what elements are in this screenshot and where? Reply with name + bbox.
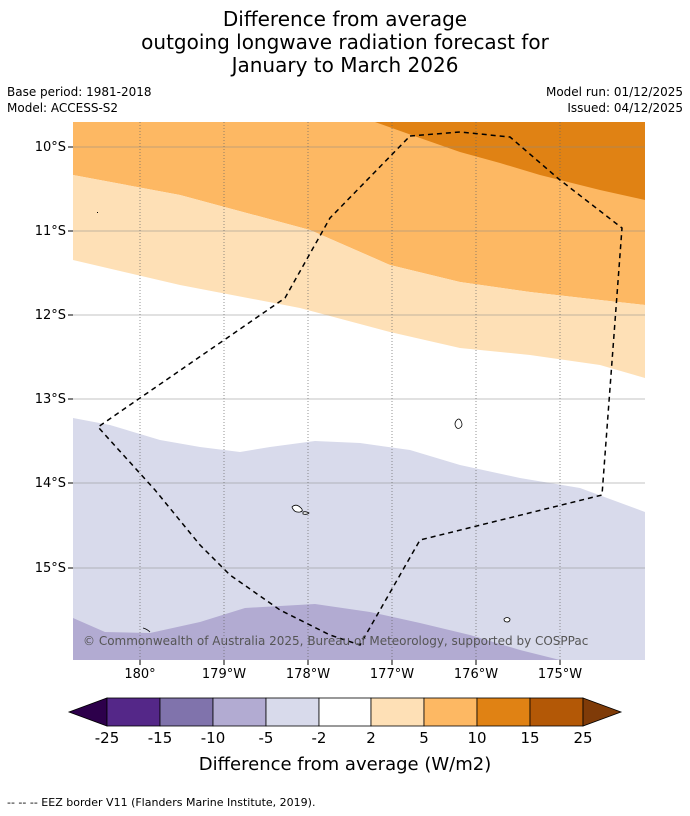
lat-label: 11°S [35, 224, 66, 239]
colorbar-tick: -5 [259, 729, 274, 747]
meta-right: Model run: 01/12/2025 Issued: 04/12/2025 [546, 84, 683, 116]
lat-label: 12°S [35, 308, 66, 323]
title-line-2: outgoing longwave radiation forecast for [141, 30, 549, 54]
colorbar-tick: -2 [312, 729, 327, 747]
island-niuafoou [503, 617, 511, 623]
issued-date: Issued: 04/12/2025 [567, 101, 683, 115]
island-futuna [291, 504, 303, 513]
latitude-labels: 10°S 11°S 12°S 13°S 14°S 15°S [35, 140, 66, 576]
island-swains [97, 212, 98, 213]
colorbar-tick: 10 [467, 729, 486, 747]
eez-border [96, 131, 623, 646]
meta-left: Base period: 1981-2018 Model: ACCESS-S2 [7, 84, 152, 116]
island-rotuma-edge [142, 627, 151, 633]
colorbar-tick-labels: -25 -15 -10 -5 -2 2 5 10 15 25 [95, 729, 593, 747]
lat-label: 10°S [35, 140, 66, 155]
band-orange-dark [375, 122, 645, 200]
colorbar-segment [212, 697, 267, 727]
band-lavender-light [73, 418, 645, 660]
island-uvea [454, 418, 463, 429]
title-line-1: Difference from average [222, 7, 468, 31]
colorbar-tick: 15 [520, 729, 539, 747]
axis-ticks [68, 146, 561, 665]
island-alofi [302, 511, 310, 515]
colorbar-tick: 5 [419, 729, 429, 747]
lon-label: 175°W [538, 667, 582, 682]
lon-label: 177°W [370, 667, 414, 682]
colorbar-tick: -15 [148, 729, 173, 747]
colorbar-segment [370, 697, 425, 727]
lon-label: 176°W [454, 667, 498, 682]
colorbar-high-extension [582, 697, 623, 727]
lat-label: 15°S [35, 561, 66, 576]
eez-footnote: -- -- -- EEZ border V11 (Flanders Marine… [7, 796, 316, 809]
colorbar-segment [423, 697, 478, 727]
colorbar-tick: 2 [366, 729, 376, 747]
band-lavender-mid [73, 604, 560, 660]
colorbar-segment [318, 697, 372, 727]
colorbar-tick: -10 [201, 729, 226, 747]
chart-title: Difference from average outgoing longwav… [0, 8, 690, 77]
longitude-labels: 180° 179°W 178°W 177°W 176°W 175°W [124, 667, 582, 682]
copyright-text: © Commonwealth of Australia 2025, Bureau… [83, 634, 588, 648]
band-orange-mid [73, 122, 645, 305]
colorbar-tick: 25 [573, 729, 592, 747]
lat-label: 13°S [35, 392, 66, 407]
colorbar-segment [529, 697, 584, 727]
colorbar-tick: -25 [95, 729, 120, 747]
base-period: Base period: 1981-2018 [7, 85, 152, 99]
lon-label: 180° [124, 667, 155, 682]
colorbar-segment [159, 697, 214, 727]
lon-label: 178°W [286, 667, 330, 682]
model-run: Model run: 01/12/2025 [545, 85, 683, 99]
map-area: © Commonwealth of Australia 2025, Bureau… [73, 122, 645, 660]
lat-label: 14°S [35, 476, 66, 491]
colorbar [67, 697, 623, 727]
colorbar-label: Difference from average (W/m2) [199, 754, 491, 775]
colorbar-segment [476, 697, 531, 727]
lon-label: 179°W [202, 667, 246, 682]
title-line-3: January to March 2026 [231, 53, 459, 77]
colorbar-low-extension [67, 697, 108, 727]
model-name: Model: ACCESS-S2 [7, 101, 119, 115]
latitude-gridlines [73, 146, 645, 569]
colorbar-segment [265, 697, 320, 727]
band-orange-light [73, 175, 645, 378]
colorbar-segment [106, 697, 161, 727]
